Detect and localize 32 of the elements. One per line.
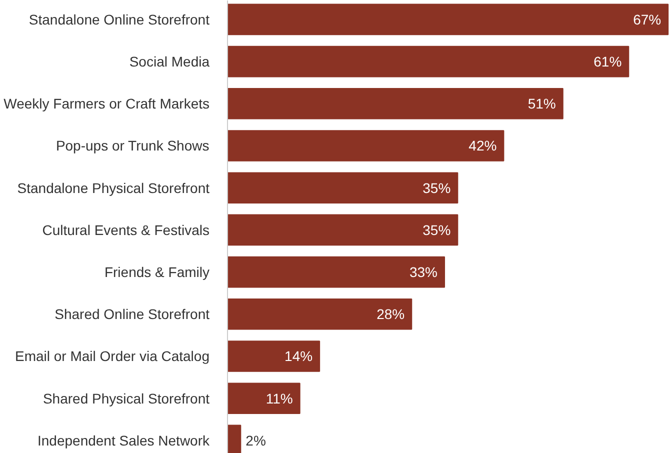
y-tick-label: Social Media — [129, 54, 210, 70]
bar — [228, 214, 458, 246]
data-label: 33% — [409, 264, 438, 280]
y-tick-label: Standalone Online Storefront — [28, 11, 210, 28]
bar — [228, 340, 320, 372]
data-label: 35% — [422, 222, 451, 238]
y-tick-label: Cultural Events & Festivals — [42, 222, 210, 238]
y-tick-label: Pop-ups or Trunk Shows — [56, 138, 210, 154]
data-label: 2% — [246, 432, 266, 448]
y-tick-label: Friends & Family — [104, 264, 210, 280]
bar — [228, 130, 504, 162]
y-tick-label: Shared Online Storefront — [54, 306, 210, 322]
y-tick-label: Email or Mail Order via Catalog — [14, 348, 210, 364]
bar — [228, 4, 669, 36]
bar — [228, 298, 412, 330]
bar — [228, 88, 564, 120]
bar — [228, 46, 630, 78]
y-tick-label: Shared Physical Storefront — [42, 390, 210, 406]
y-tick-label: Independent Sales Network — [38, 432, 210, 448]
data-label: 14% — [284, 348, 313, 364]
data-label: 61% — [594, 54, 622, 70]
data-label: 51% — [528, 96, 556, 112]
data-label: 35% — [422, 180, 451, 196]
bar — [228, 256, 446, 288]
data-label: 11% — [266, 390, 293, 406]
data-label: 67% — [633, 11, 662, 28]
y-tick-label: Weekly Farmers or Craft Markets — [4, 96, 210, 112]
y-tick-label: Standalone Physical Storefront — [17, 180, 210, 196]
bar — [228, 382, 300, 414]
data-label: 28% — [376, 306, 405, 322]
bar — [228, 172, 458, 204]
data-label: 42% — [468, 138, 497, 154]
